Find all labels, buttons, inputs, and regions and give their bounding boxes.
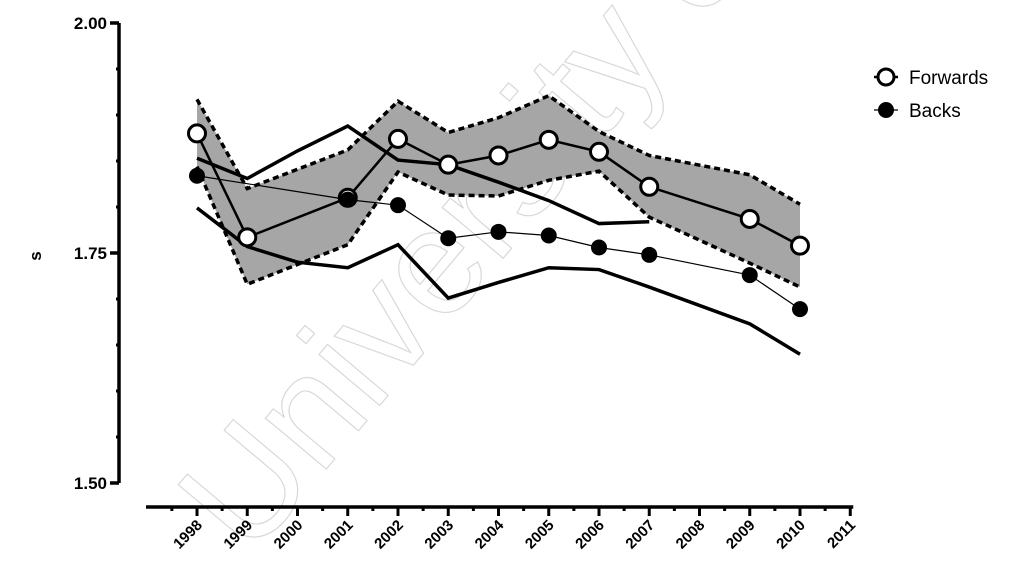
backs-point: [741, 267, 758, 284]
backs-line: [196, 175, 801, 310]
backs-point: [540, 227, 557, 244]
legend-item-forwards: Forwards: [874, 67, 988, 89]
forwards-point: [388, 128, 408, 149]
markers-layer: [187, 123, 810, 318]
x-tick-label: 2010: [773, 517, 809, 553]
forwards-band-lower: [195, 165, 801, 289]
x-tick-label: 2008: [673, 517, 709, 553]
x-tick-label: 1998: [170, 517, 206, 553]
x-tick-label: 2005: [522, 517, 558, 553]
backs-point: [189, 167, 205, 184]
forwards-point: [438, 154, 459, 175]
forwards-point: [187, 123, 207, 144]
forwards-point: [237, 227, 258, 248]
x-tick-label: 2007: [622, 517, 658, 553]
x-tick-label: 2009: [723, 517, 759, 553]
forwards-point: [790, 235, 810, 256]
backs-band-lower: [195, 206, 801, 356]
forwards-point: [488, 145, 509, 166]
x-tick-label: 2001: [321, 517, 357, 553]
backs-point: [792, 301, 808, 318]
backs-point: [390, 197, 406, 214]
x-tick-label: 2006: [572, 517, 608, 553]
legend-marker: [878, 102, 894, 118]
x-tick-label: 2011: [824, 517, 859, 552]
legend-label: Backs: [909, 101, 961, 122]
y-axis-title: s: [26, 251, 45, 260]
y-tick-label: 2.00: [74, 14, 107, 33]
backs-point: [440, 230, 457, 247]
legend: Forwards Backs: [874, 67, 988, 122]
forwards-point: [739, 208, 760, 229]
x-tick-label: 2004: [472, 516, 508, 552]
backs-point: [339, 191, 356, 208]
forwards-point: [589, 141, 609, 162]
backs-point: [591, 239, 607, 256]
y-tick-label: 1.75: [74, 244, 107, 263]
forwards-band-upper: [195, 93, 801, 206]
bands-layer: [195, 93, 801, 289]
legend-marker: [876, 67, 896, 87]
watermark-text: University of Cape Town: [146, 0, 1021, 575]
watermark: University of Cape Town: [145, 0, 1021, 575]
forwards-band-fill: [197, 95, 800, 288]
legend-label: Forwards: [909, 68, 988, 89]
x-tick-label: 2002: [371, 517, 407, 553]
legend-item-backs: Backs: [874, 101, 961, 122]
backs-point: [641, 246, 658, 263]
y-tick-label: 1.50: [74, 474, 107, 493]
x-tick-label: 2003: [421, 517, 457, 553]
backs-band-upper: [196, 124, 650, 226]
forwards-point: [538, 129, 559, 150]
backs-point: [490, 223, 507, 240]
forwards-point: [639, 176, 660, 197]
